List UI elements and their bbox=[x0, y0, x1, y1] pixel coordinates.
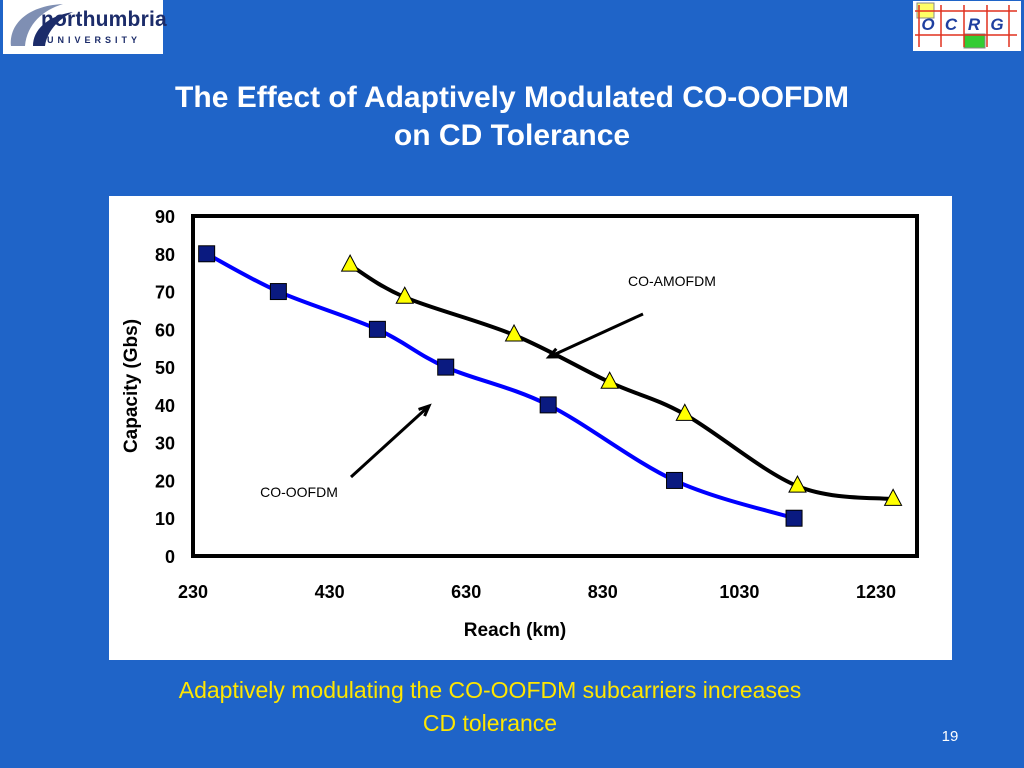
y-tick-label: 0 bbox=[165, 547, 175, 567]
slide-title-line-1: The Effect of Adaptively Modulated CO-OO… bbox=[175, 81, 849, 114]
caption-line-2: CD tolerance bbox=[422, 710, 558, 736]
data-point-co-amofdm bbox=[788, 475, 807, 493]
logo-letter: G bbox=[990, 15, 1003, 34]
annotation-co-amofdm: CO-AMOFDM bbox=[628, 273, 716, 289]
x-tick-label: 830 bbox=[588, 582, 618, 602]
y-tick-label: 80 bbox=[155, 245, 175, 265]
northumbria-logo: northumbria UNIVERSITY bbox=[3, 0, 167, 54]
data-point-co-oofdm bbox=[368, 320, 386, 338]
data-point-co-amofdm bbox=[675, 403, 695, 421]
caption-line-1: Adaptively modulating the CO-OOFDM subca… bbox=[178, 677, 802, 703]
data-point-co-amofdm bbox=[883, 488, 903, 506]
plot-frame bbox=[191, 214, 919, 558]
annotation-co-oofdm: CO-OOFDM bbox=[260, 484, 338, 500]
data-point-co-amofdm bbox=[340, 254, 360, 272]
x-tick-label: 1230 bbox=[856, 582, 896, 602]
northumbria-swoosh-icon bbox=[10, 4, 73, 46]
data-point-co-oofdm bbox=[269, 283, 287, 301]
chart-panel: 0 10 20 30 40 50 60 70 80 90 230 430 630 830 1030 1230 R… bbox=[109, 196, 952, 660]
data-point-co-oofdm bbox=[785, 509, 803, 527]
data-point-co-oofdm bbox=[666, 471, 684, 489]
y-tick-label: 20 bbox=[155, 471, 175, 491]
x-axis-label: Reach (km) bbox=[464, 620, 566, 641]
y-axis-label: Capacity (Gbs) bbox=[121, 319, 142, 453]
x-tick-label: 230 bbox=[178, 582, 208, 602]
data-point-co-amofdm bbox=[600, 371, 619, 389]
capacity-vs-reach-chart: 0 10 20 30 40 50 60 70 80 90 230 430 630 830 1030 1230 R… bbox=[121, 207, 919, 641]
y-tick-label: 10 bbox=[155, 509, 175, 529]
y-tick-label: 40 bbox=[155, 396, 175, 416]
y-tick-label: 70 bbox=[155, 283, 175, 303]
logo-green-square bbox=[963, 33, 986, 49]
x-tick-label: 630 bbox=[451, 582, 481, 602]
data-point-co-amofdm bbox=[504, 323, 524, 342]
annotation-arrowhead-co-oofdm bbox=[418, 403, 432, 417]
northumbria-logo-subtitle: UNIVERSITY bbox=[47, 35, 142, 45]
y-tick-label: 60 bbox=[155, 320, 175, 340]
data-point-co-oofdm bbox=[539, 396, 557, 414]
y-tick-label: 50 bbox=[155, 358, 175, 378]
y-tick-label: 90 bbox=[155, 207, 175, 227]
x-tick-label: 1030 bbox=[719, 582, 759, 602]
data-point-co-oofdm bbox=[198, 245, 216, 263]
page-number: 19 bbox=[941, 728, 959, 745]
y-tick-label: 30 bbox=[155, 434, 175, 454]
slide-title-line-2: on CD Tolerance bbox=[393, 119, 631, 152]
logo-letter: O bbox=[921, 15, 934, 34]
northumbria-logo-name: northumbria bbox=[41, 8, 167, 31]
logo-letter: C bbox=[945, 15, 958, 34]
data-point-co-oofdm bbox=[437, 358, 455, 376]
logo-letter: R bbox=[968, 15, 981, 34]
x-tick-label: 430 bbox=[315, 582, 345, 602]
annotation-arrowhead-co-amofdm bbox=[545, 347, 561, 359]
annotation-arrow-co-amofdm bbox=[548, 312, 644, 359]
data-point-co-amofdm bbox=[395, 286, 415, 304]
annotation-arrow-co-oofdm bbox=[349, 404, 431, 479]
